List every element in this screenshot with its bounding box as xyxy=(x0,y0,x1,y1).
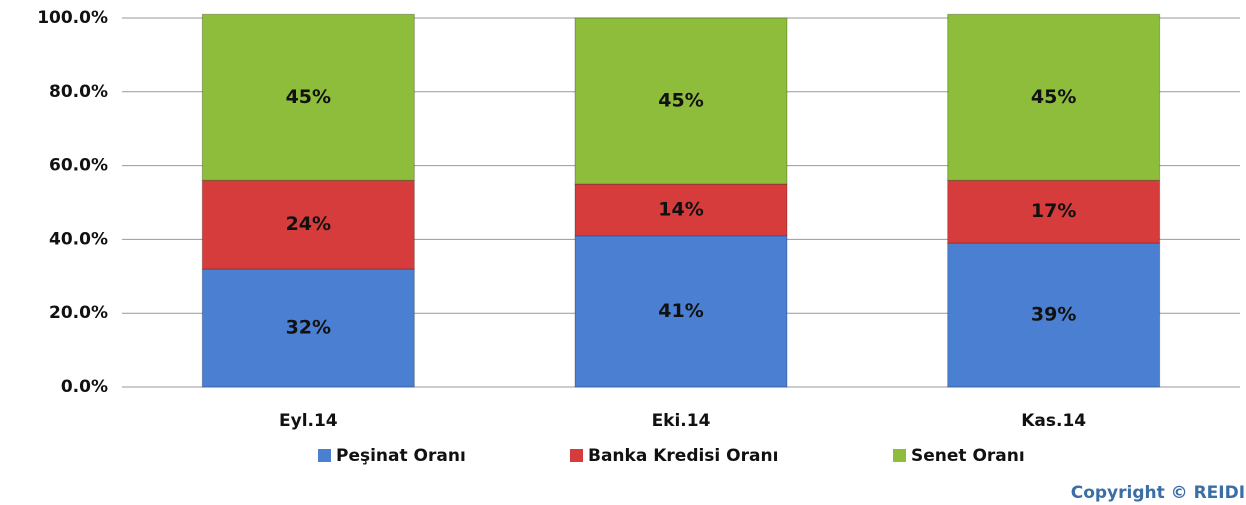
x-tick-label: Kas.14 xyxy=(1021,411,1086,431)
data-label: 24% xyxy=(286,213,331,235)
bar-segment xyxy=(574,17,788,185)
bar-segment xyxy=(574,183,788,237)
legend-swatch xyxy=(570,449,583,462)
y-tick-label: 20.0% xyxy=(49,303,108,323)
data-label: 41% xyxy=(658,300,703,322)
data-label: 17% xyxy=(1031,200,1076,222)
legend-label: Peşinat Oranı xyxy=(336,446,466,466)
bar-segment xyxy=(947,179,1161,244)
y-tick-label: 0.0% xyxy=(61,377,108,397)
bar-segment xyxy=(947,13,1161,181)
y-tick-label: 80.0% xyxy=(49,82,108,102)
legend-label: Banka Kredisi Oranı xyxy=(588,446,778,466)
bar-segment xyxy=(201,268,415,388)
y-tick-label: 60.0% xyxy=(49,156,108,176)
y-tick-label: 100.0% xyxy=(37,8,108,28)
data-label: 14% xyxy=(658,198,703,220)
x-tick-label: Eyl.14 xyxy=(279,411,338,431)
data-label: 32% xyxy=(286,316,331,338)
data-label: 39% xyxy=(1031,304,1076,326)
data-label: 45% xyxy=(1031,86,1076,108)
x-tick-label: Eki.14 xyxy=(652,411,711,431)
bar-segment xyxy=(201,179,415,270)
legend-swatch xyxy=(893,449,906,462)
data-label: 45% xyxy=(658,90,703,112)
data-label: 45% xyxy=(286,86,331,108)
bar-segment xyxy=(947,242,1161,388)
legend-label: Senet Oranı xyxy=(911,446,1025,466)
bar-segment xyxy=(201,13,415,181)
legend-swatch xyxy=(318,449,331,462)
y-tick-label: 40.0% xyxy=(49,229,108,249)
copyright: Copyright © REIDIN xyxy=(1071,483,1246,503)
